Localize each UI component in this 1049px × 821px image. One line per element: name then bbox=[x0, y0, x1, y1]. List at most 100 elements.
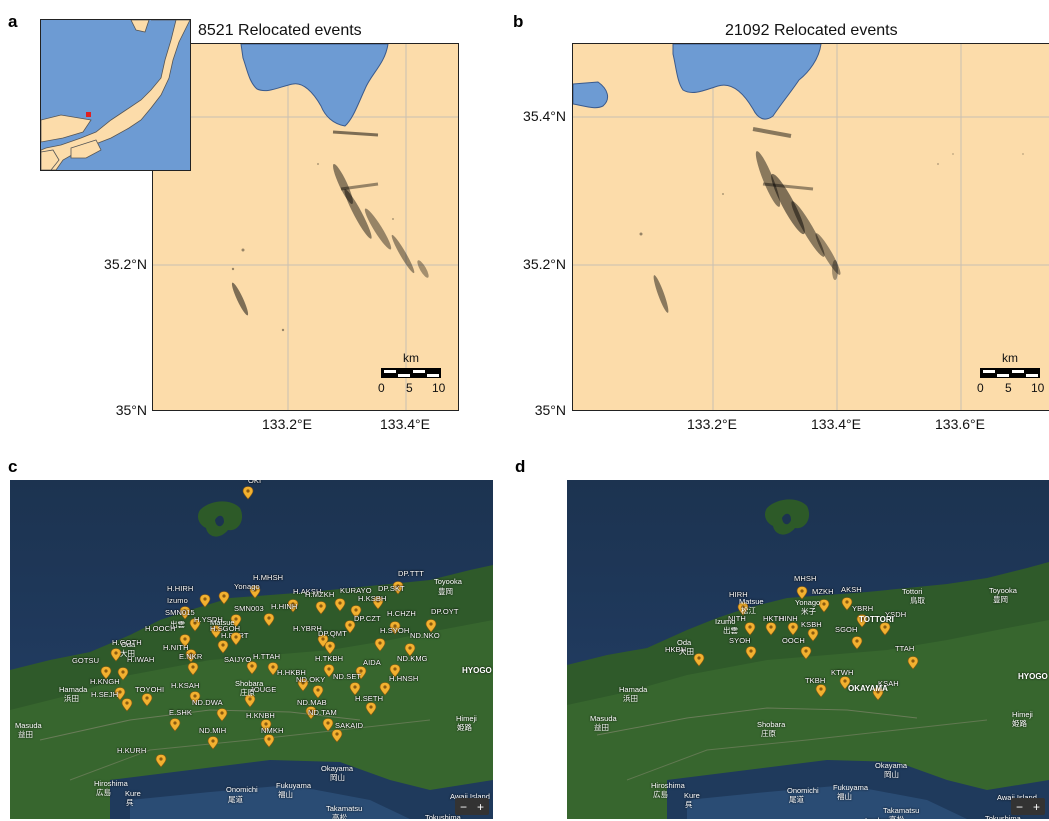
c-station-label: ND.KMG bbox=[397, 654, 428, 663]
d-station-pin[interactable] bbox=[879, 622, 891, 636]
panel-b-title: 21092 Relocated events bbox=[725, 22, 898, 39]
c-station-pin[interactable] bbox=[263, 613, 275, 627]
c-station-pin[interactable] bbox=[355, 666, 367, 680]
c-station-pin[interactable] bbox=[379, 682, 391, 696]
c-station-pin[interactable] bbox=[305, 706, 317, 720]
d-station-pin[interactable] bbox=[796, 586, 808, 600]
d-place-label: Hiroshima bbox=[651, 781, 685, 790]
c-station-pin[interactable] bbox=[179, 606, 191, 620]
c-station-label: H.CHZH bbox=[387, 609, 416, 618]
c-station-pin[interactable] bbox=[324, 641, 336, 655]
c-station-pin[interactable] bbox=[392, 581, 404, 595]
c-station-pin[interactable] bbox=[189, 618, 201, 632]
c-station-pin[interactable] bbox=[287, 599, 299, 613]
d-station-label: HKBH bbox=[665, 645, 687, 654]
c-station-pin[interactable] bbox=[242, 486, 254, 500]
d-place-label: Onomichi bbox=[787, 786, 819, 795]
c-station-pin[interactable] bbox=[350, 605, 362, 619]
d-station-pin[interactable] bbox=[839, 676, 851, 690]
c-station-label: SMN015 bbox=[165, 608, 195, 617]
d-station-label: HIRH bbox=[729, 590, 748, 599]
zoom-out-button[interactable]: − bbox=[459, 799, 467, 814]
c-station-pin[interactable] bbox=[322, 718, 334, 732]
d-station-pin[interactable] bbox=[907, 656, 919, 670]
panel-c-map[interactable]: OKI H.MHSH H.HIRH Yonago H.AKSH DP.TTT DP.SKT H… bbox=[10, 480, 493, 819]
c-station-pin[interactable] bbox=[263, 734, 275, 748]
panel-b-xtick-3: 133.6°E bbox=[935, 416, 985, 432]
c-station-pin[interactable] bbox=[372, 596, 384, 610]
c-station-pin[interactable] bbox=[323, 664, 335, 678]
c-station-pin[interactable] bbox=[185, 649, 197, 663]
zoom-in-button[interactable]: + bbox=[476, 799, 484, 814]
d-place-label: Tokushima bbox=[985, 814, 1021, 819]
d-station-pin[interactable] bbox=[841, 597, 853, 611]
c-station-pin[interactable] bbox=[114, 687, 126, 701]
d-station-pin[interactable] bbox=[787, 622, 799, 636]
d-place-label: Himeji bbox=[1012, 710, 1033, 719]
d-place-label: 高松 bbox=[889, 814, 904, 819]
c-station-pin[interactable] bbox=[100, 666, 112, 680]
c-station-pin[interactable] bbox=[389, 664, 401, 678]
c-station-pin[interactable] bbox=[110, 648, 122, 662]
c-station-pin[interactable] bbox=[267, 662, 279, 676]
c-station-pin[interactable] bbox=[404, 643, 416, 657]
c-station-pin[interactable] bbox=[331, 729, 343, 743]
d-station-pin[interactable] bbox=[800, 646, 812, 660]
c-station-pin[interactable] bbox=[218, 591, 230, 605]
d-station-label: HINH bbox=[779, 614, 798, 623]
d-station-pin[interactable] bbox=[693, 653, 705, 667]
c-station-pin[interactable] bbox=[199, 594, 211, 608]
d-place-label: 庄原 bbox=[761, 729, 776, 738]
c-station-pin[interactable] bbox=[187, 662, 199, 676]
zoom-out-button-d[interactable]: − bbox=[1015, 799, 1023, 814]
c-place-label: HYOGO bbox=[462, 666, 492, 675]
c-station-label: H.KNGH bbox=[90, 677, 120, 686]
panel-d-map[interactable]: MHSH AKSH MZKH HIRH NITH HKTH HINH KSBH YBRH YSDH… bbox=[567, 480, 1049, 819]
c-station-pin[interactable] bbox=[121, 698, 133, 712]
c-station-pin[interactable] bbox=[389, 621, 401, 635]
c-station-pin[interactable] bbox=[315, 601, 327, 615]
c-station-pin[interactable] bbox=[230, 614, 242, 628]
c-station-pin[interactable] bbox=[117, 667, 129, 681]
c-station-label: SAKAID bbox=[335, 721, 364, 730]
c-station-pin[interactable] bbox=[189, 691, 201, 705]
c-station-pin[interactable] bbox=[246, 661, 258, 675]
zoom-control-d[interactable]: − + bbox=[1011, 798, 1045, 815]
c-station-pin[interactable] bbox=[365, 702, 377, 716]
c-station-pin[interactable] bbox=[312, 685, 324, 699]
d-station-pin[interactable] bbox=[851, 636, 863, 650]
c-station-pin[interactable] bbox=[260, 719, 272, 733]
c-station-pin[interactable] bbox=[216, 708, 228, 722]
c-station-pin[interactable] bbox=[217, 640, 229, 654]
c-station-pin[interactable] bbox=[169, 718, 181, 732]
panel-b-map-graphics bbox=[573, 44, 1049, 410]
d-station-pin[interactable] bbox=[872, 687, 884, 701]
c-place-label: Masuda bbox=[15, 721, 42, 730]
d-station-pin[interactable] bbox=[818, 599, 830, 613]
d-station-pin[interactable] bbox=[744, 622, 756, 636]
c-station-pin[interactable] bbox=[344, 620, 356, 634]
c-station-pin[interactable] bbox=[425, 619, 437, 633]
d-station-pin[interactable] bbox=[807, 628, 819, 642]
c-station-pin[interactable] bbox=[141, 693, 153, 707]
c-station-pin[interactable] bbox=[297, 678, 309, 692]
zoom-control-c[interactable]: − + bbox=[455, 798, 489, 815]
d-station-pin[interactable] bbox=[745, 646, 757, 660]
d-station-pin[interactable] bbox=[815, 684, 827, 698]
d-station-pin[interactable] bbox=[856, 614, 868, 628]
d-place-label: 広島 bbox=[653, 790, 668, 799]
c-station-pin[interactable] bbox=[249, 585, 261, 599]
d-station-pin[interactable] bbox=[737, 602, 749, 616]
d-station-pin[interactable] bbox=[765, 622, 777, 636]
c-station-pin[interactable] bbox=[244, 694, 256, 708]
c-station-pin[interactable] bbox=[207, 736, 219, 750]
c-place-label: 浜田 bbox=[64, 694, 79, 703]
zoom-in-button-d[interactable]: + bbox=[1032, 799, 1040, 814]
c-station-pin[interactable] bbox=[230, 632, 242, 646]
c-station-pin[interactable] bbox=[374, 638, 386, 652]
c-station-pin[interactable] bbox=[210, 625, 222, 639]
c-station-pin[interactable] bbox=[334, 598, 346, 612]
c-station-pin[interactable] bbox=[155, 754, 167, 768]
c-station-pin[interactable] bbox=[179, 634, 191, 648]
c-station-pin[interactable] bbox=[349, 682, 361, 696]
